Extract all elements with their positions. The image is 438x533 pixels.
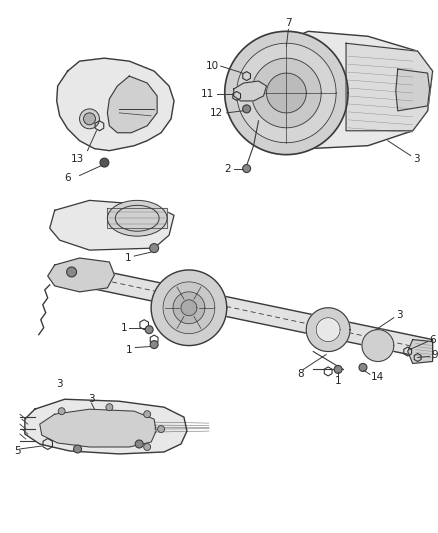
Text: 8: 8: [297, 369, 304, 379]
Text: 12: 12: [209, 108, 223, 118]
Circle shape: [150, 244, 159, 253]
Text: 3: 3: [88, 394, 95, 404]
Text: 3: 3: [396, 310, 403, 320]
Polygon shape: [107, 76, 157, 133]
Circle shape: [84, 113, 95, 125]
Circle shape: [150, 341, 158, 349]
Text: 13: 13: [71, 154, 84, 164]
Polygon shape: [40, 409, 156, 447]
Polygon shape: [237, 43, 336, 143]
Text: 1: 1: [126, 344, 132, 354]
Polygon shape: [396, 69, 430, 111]
Polygon shape: [266, 73, 306, 113]
Circle shape: [158, 426, 165, 433]
Text: 11: 11: [201, 89, 214, 99]
Polygon shape: [408, 340, 433, 364]
Polygon shape: [50, 200, 174, 250]
Circle shape: [144, 443, 151, 450]
Polygon shape: [163, 282, 215, 334]
Polygon shape: [181, 300, 197, 316]
Polygon shape: [25, 399, 187, 454]
Polygon shape: [251, 58, 321, 128]
Text: 6: 6: [64, 174, 71, 183]
Circle shape: [135, 440, 143, 448]
Circle shape: [144, 411, 151, 418]
Ellipse shape: [107, 200, 167, 236]
Circle shape: [243, 105, 251, 113]
Polygon shape: [107, 208, 167, 228]
Polygon shape: [234, 31, 433, 149]
Polygon shape: [57, 58, 174, 151]
Text: 1: 1: [335, 376, 341, 386]
Polygon shape: [151, 270, 227, 345]
Circle shape: [67, 267, 77, 277]
Polygon shape: [48, 258, 114, 292]
Polygon shape: [316, 318, 340, 342]
Polygon shape: [362, 329, 394, 361]
Circle shape: [243, 165, 251, 173]
Text: 5: 5: [14, 446, 21, 456]
Circle shape: [80, 109, 99, 129]
Circle shape: [74, 445, 81, 453]
Circle shape: [58, 408, 65, 415]
Text: 1: 1: [125, 253, 131, 263]
Circle shape: [106, 403, 113, 411]
Text: 3: 3: [57, 379, 63, 389]
Text: 1: 1: [120, 322, 127, 333]
Circle shape: [145, 326, 153, 334]
Polygon shape: [74, 265, 433, 359]
Circle shape: [334, 366, 342, 374]
Text: 9: 9: [431, 350, 438, 359]
Text: 6: 6: [430, 335, 436, 345]
Text: 3: 3: [413, 154, 419, 164]
Ellipse shape: [115, 205, 159, 231]
Text: 10: 10: [206, 61, 219, 71]
Text: 2: 2: [224, 164, 231, 174]
Polygon shape: [225, 31, 348, 155]
Circle shape: [100, 158, 109, 167]
Circle shape: [359, 364, 367, 372]
Polygon shape: [306, 308, 350, 352]
Polygon shape: [173, 292, 205, 324]
Text: 7: 7: [285, 18, 292, 28]
Polygon shape: [346, 43, 433, 131]
Polygon shape: [234, 81, 266, 101]
Text: 14: 14: [371, 373, 385, 382]
